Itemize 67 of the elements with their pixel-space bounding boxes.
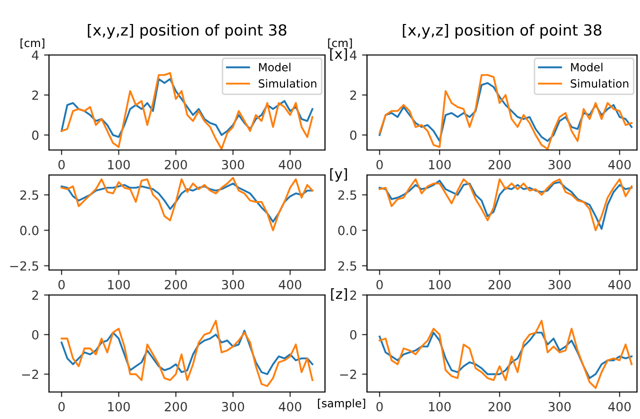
y-tick-label: 4 xyxy=(350,50,357,60)
x-tick-label: 300 xyxy=(222,402,244,412)
x-tick-label: 300 xyxy=(222,160,244,170)
y-tick-label: 2 xyxy=(32,90,38,100)
text: [y] xyxy=(330,168,347,182)
line-series xyxy=(60,176,314,232)
y-tick-label: 0.0 xyxy=(20,226,38,236)
y-tick-label: 0 xyxy=(32,330,38,340)
text: [z] xyxy=(331,288,347,301)
x-tick-label: 100 xyxy=(108,402,130,412)
legend-label: Simulation xyxy=(258,79,316,88)
y-tick-label: −2.5 xyxy=(10,261,38,271)
y-tick-label: 4 xyxy=(32,50,39,60)
x-tick-label: 0 xyxy=(58,402,65,412)
x-tick-label: 200 xyxy=(488,280,511,290)
x-tick-label: 0 xyxy=(58,160,65,170)
legend-label: Model xyxy=(571,62,602,72)
x-tick-label: 0 xyxy=(376,160,383,170)
line-series xyxy=(378,332,633,380)
line-series xyxy=(60,182,314,223)
x-tick-label: 0 xyxy=(58,280,65,290)
x-tick-label: 400 xyxy=(608,160,631,170)
y-tick-label: 2.5 xyxy=(20,190,38,200)
chart-title: [x,y,z] position of point 38 xyxy=(402,24,602,39)
y-tick-label: 2.5 xyxy=(338,190,356,200)
line-series xyxy=(60,330,314,376)
x-tick-label: 300 xyxy=(548,160,571,170)
legend-label: Simulation xyxy=(570,79,628,88)
y-tick-label: 0 xyxy=(350,330,356,340)
x-tick-label: 0 xyxy=(376,280,383,290)
x-tick-label: 200 xyxy=(488,402,511,412)
x-tick-label: 400 xyxy=(608,402,631,412)
x-tick-label: 100 xyxy=(429,160,451,170)
y-tick-label: −2 xyxy=(22,370,38,379)
y-tick-label: 2.5 xyxy=(338,261,356,271)
x-tick-label: 200 xyxy=(164,160,187,170)
x-tick-label: 200 xyxy=(488,160,511,170)
y-tick-label: 2 xyxy=(350,90,356,100)
x-tick-label: 300 xyxy=(548,280,571,290)
line-series xyxy=(378,320,633,389)
x-tick-label: 400 xyxy=(278,402,302,412)
y-tick-label: 0 xyxy=(32,130,38,140)
y-axis-title: [cm] xyxy=(328,38,352,48)
y-tick-label: −2 xyxy=(340,370,356,379)
x-tick-label: 200 xyxy=(164,280,187,290)
y-tick-label: 0 xyxy=(350,130,356,140)
x-tick-label: 100 xyxy=(108,160,130,170)
x-axis-title: [sample] xyxy=(318,398,366,410)
x-tick-label: 400 xyxy=(278,280,302,290)
x-tick-label: 100 xyxy=(429,280,451,290)
chart-title: [x,y,z] position of point 38 xyxy=(88,24,286,39)
line-series xyxy=(378,74,633,150)
x-tick-label: 300 xyxy=(222,280,244,290)
y-tick-label: 2 xyxy=(350,290,356,300)
x-tick-label: 300 xyxy=(548,402,571,412)
x-tick-label: 0 xyxy=(376,402,383,412)
x-tick-label: 100 xyxy=(429,402,451,412)
line-series xyxy=(60,320,314,387)
legend-label: Model xyxy=(259,62,290,72)
x-tick-label: 400 xyxy=(278,160,302,170)
y-axis-title: [cm] xyxy=(20,38,44,48)
text: [x] xyxy=(330,48,347,61)
x-tick-label: 100 xyxy=(108,280,130,290)
x-tick-label: 400 xyxy=(608,280,631,290)
y-tick-label: 2 xyxy=(32,290,38,300)
x-tick-label: 200 xyxy=(164,402,187,412)
y-tick-label: 0.0 xyxy=(338,226,356,236)
